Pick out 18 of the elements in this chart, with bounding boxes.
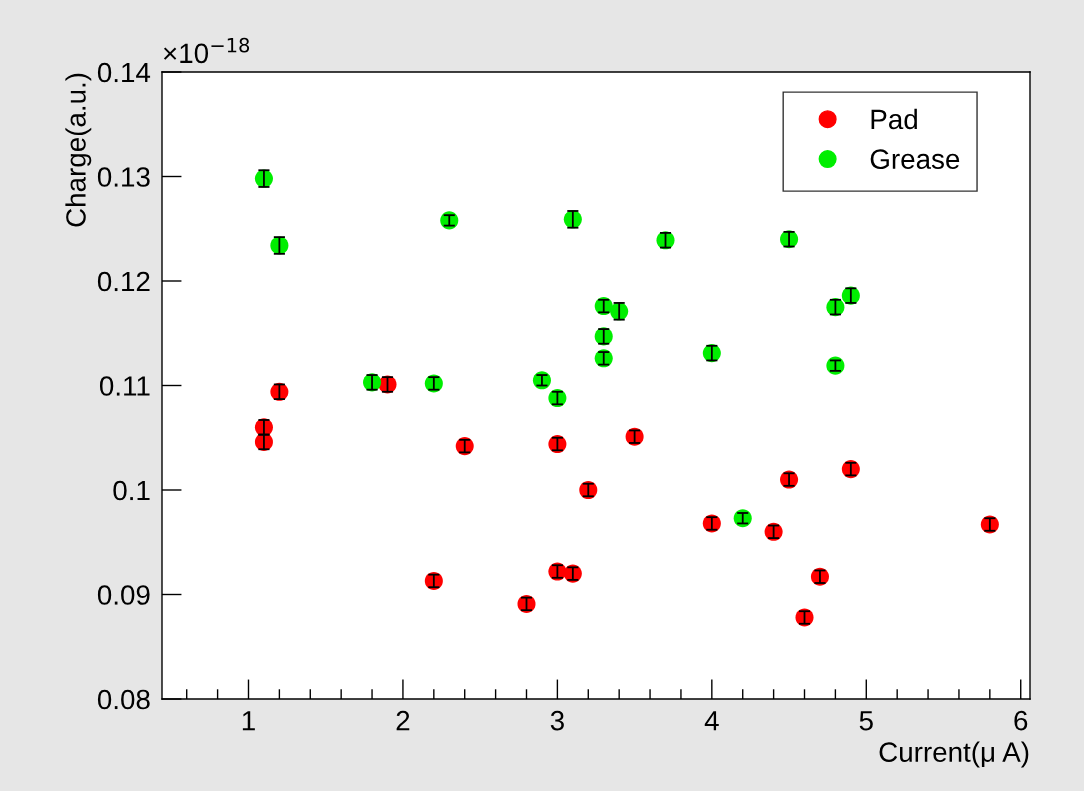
x-tick-label: 6 [1014, 710, 1028, 731]
y-axis-title: Charge(a.u.) [65, 73, 92, 227]
y-tick-label: 0.08 [97, 689, 150, 710]
text: ×10$^{−18}$ [163, 37, 250, 64]
x-tick-label: 5 [859, 711, 873, 731]
y-tick-label: 0.1 [113, 480, 150, 501]
legend-label: Grease [870, 149, 960, 170]
legend-label: Pad [871, 108, 917, 130]
y-tick-label: 0.13 [97, 167, 150, 187]
x-tick-label: 3 [550, 710, 564, 731]
y-tick-label: 0.12 [97, 271, 150, 292]
x-tick-label: 1 [242, 711, 255, 731]
y-tick-label: 0.09 [97, 585, 150, 605]
x-axis-title: Current(μ A) [879, 741, 1029, 768]
y-tick-label: 0.14 [97, 62, 151, 83]
x-tick-label: 4 [704, 711, 719, 731]
y-tick-label: 0.11 [99, 376, 150, 396]
x-tick-label: 2 [396, 710, 410, 731]
